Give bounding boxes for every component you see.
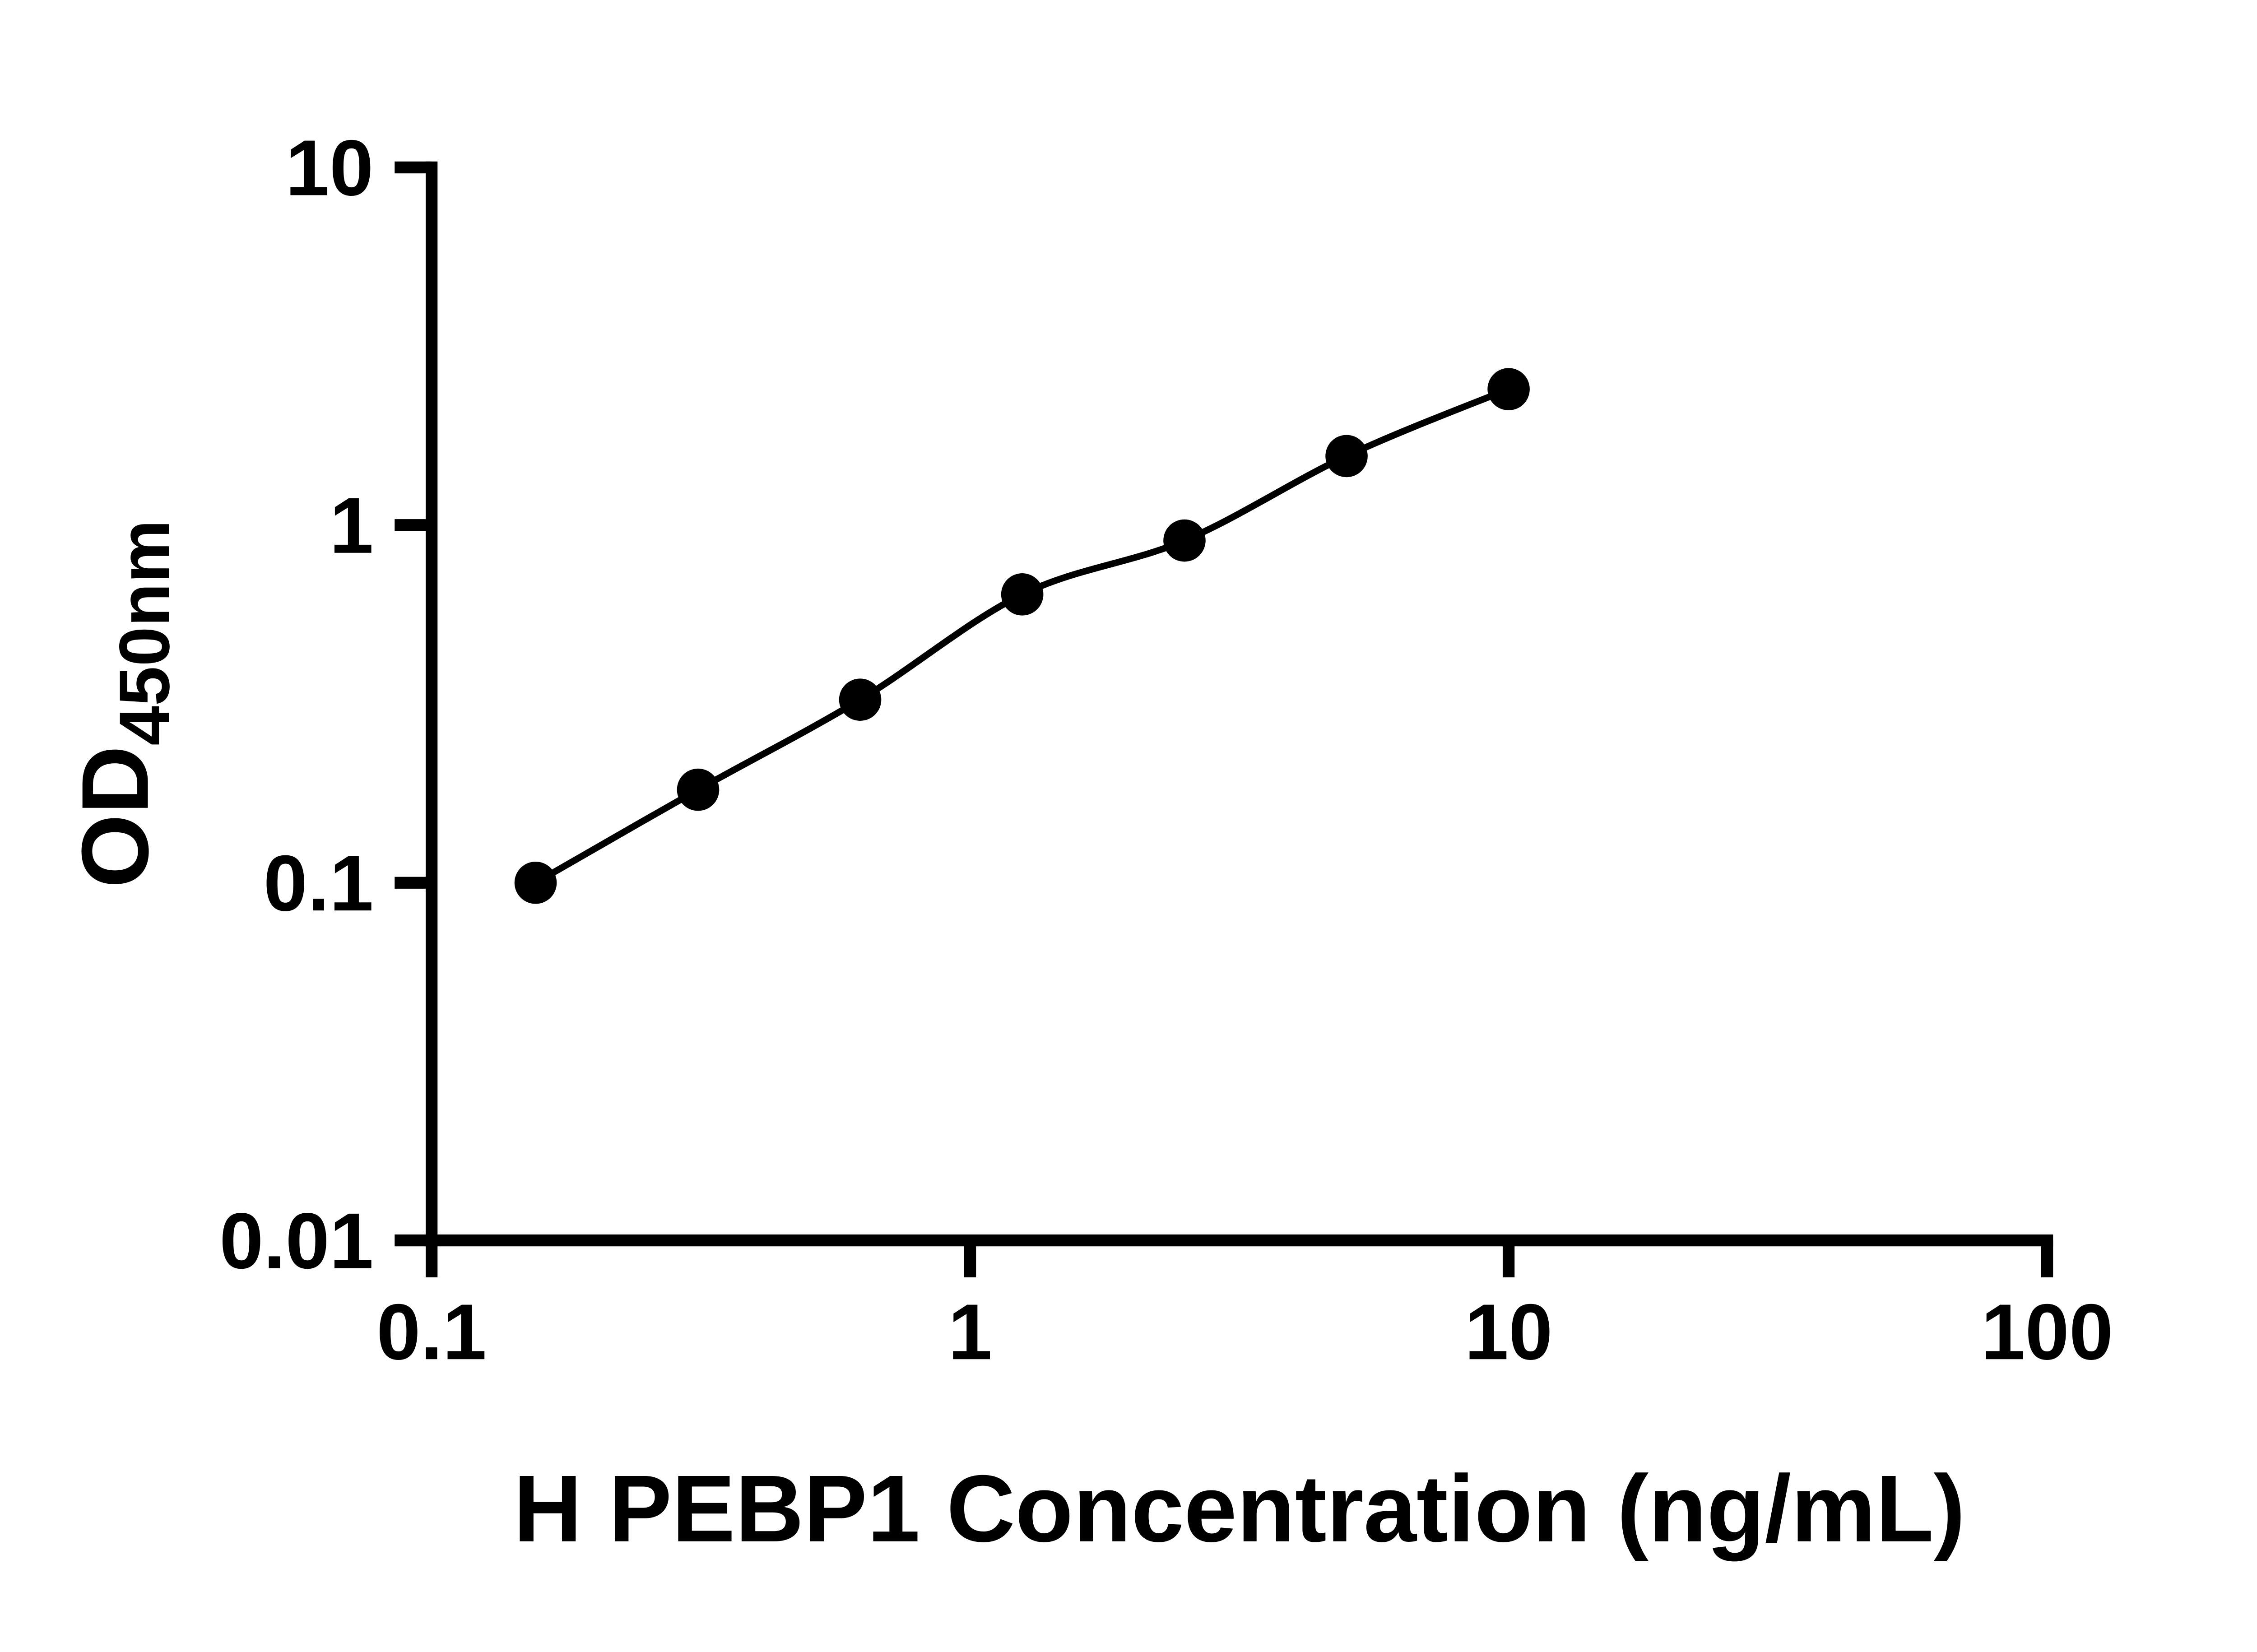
x-tick-label: 100: [1981, 1288, 2113, 1376]
data-point: [1325, 435, 1368, 478]
y-tick-label: 0.1: [264, 839, 374, 928]
axes-lines: [425, 161, 2053, 1247]
data-point: [839, 678, 882, 721]
x-tick-label: 10: [1465, 1288, 1553, 1376]
x-tick-label: 0.1: [376, 1288, 487, 1376]
y-tick-label: 0.01: [219, 1197, 373, 1285]
data-point: [1487, 368, 1530, 410]
data-point: [677, 768, 720, 811]
y-tick-label: 1: [330, 482, 374, 570]
y-axis-title: OD450nm: [61, 520, 184, 888]
x-tick-label: 1: [948, 1288, 992, 1376]
data-point: [1001, 573, 1044, 616]
data-point: [1163, 519, 1206, 562]
data-point: [514, 861, 557, 904]
y-tick-label: 10: [285, 124, 373, 212]
x-axis-title: H PEBP1 Concentration (ng/mL): [513, 1455, 1965, 1562]
